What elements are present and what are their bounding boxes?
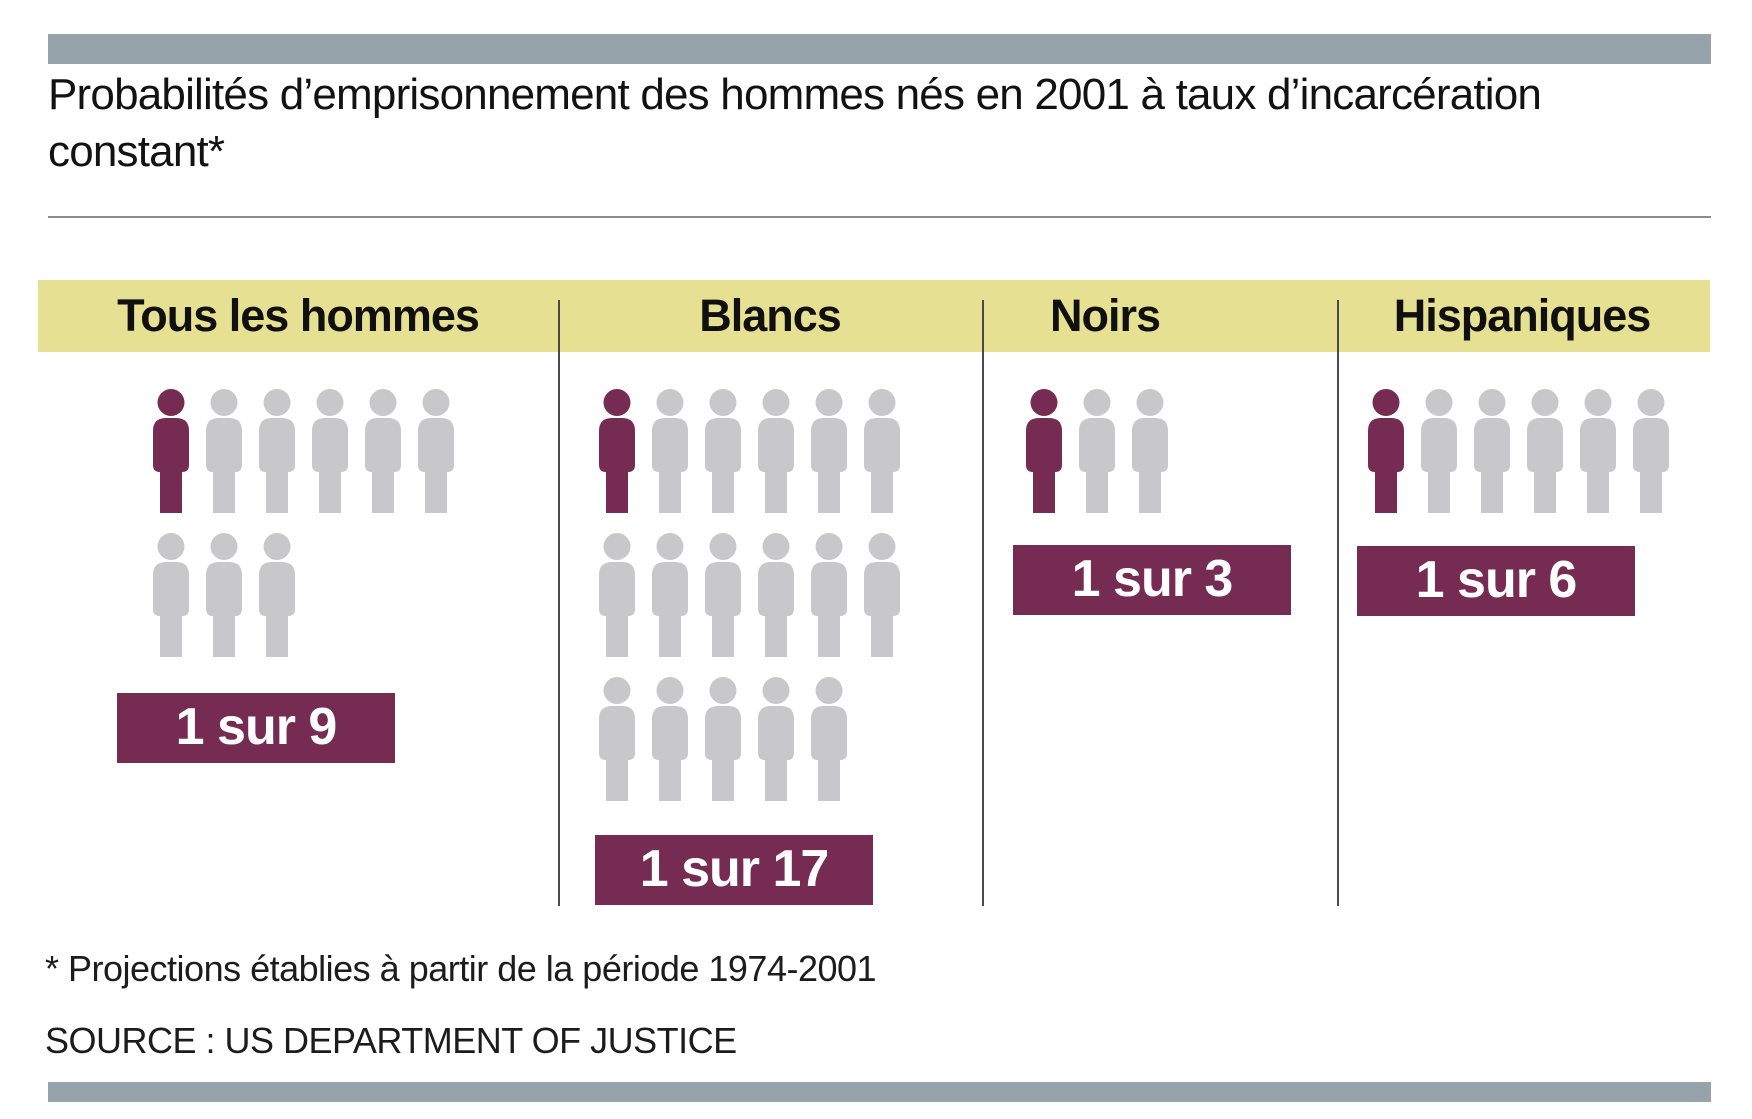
source-text: SOURCE : US DEPARTMENT OF JUSTICE bbox=[45, 1020, 737, 1061]
value-badge-hispaniques: 1 sur 6 bbox=[1357, 546, 1635, 616]
person-icon bbox=[311, 389, 349, 513]
column-header-tous-les-hommes: Tous les hommes bbox=[117, 290, 480, 341]
person-icon bbox=[704, 389, 742, 513]
person-icon bbox=[1526, 389, 1564, 513]
column-header-blancs: Blancs bbox=[699, 290, 842, 341]
person-icon bbox=[598, 677, 636, 801]
person-icon bbox=[1131, 389, 1169, 513]
person-icon bbox=[417, 389, 455, 513]
value-badge-noirs: 1 sur 3 bbox=[1013, 545, 1291, 615]
person-icon-highlighted bbox=[1367, 389, 1405, 513]
person-icon bbox=[1078, 389, 1116, 513]
person-icon bbox=[205, 389, 243, 513]
footnote-text: * Projections établies à partir de la pé… bbox=[45, 948, 877, 989]
person-icon bbox=[810, 677, 848, 801]
column-divider-line bbox=[558, 300, 560, 906]
person-icon bbox=[757, 389, 795, 513]
column-divider-line bbox=[1337, 300, 1339, 906]
person-icon bbox=[258, 389, 296, 513]
person-icon bbox=[651, 389, 689, 513]
column-divider-line bbox=[982, 300, 984, 906]
person-icon bbox=[1420, 389, 1458, 513]
person-icon bbox=[651, 677, 689, 801]
value-badge-blancs: 1 sur 17 bbox=[595, 835, 873, 905]
category-header-band bbox=[38, 280, 1710, 352]
person-icon bbox=[1579, 389, 1617, 513]
person-icon bbox=[863, 533, 901, 657]
person-icon bbox=[1632, 389, 1670, 513]
person-icon-highlighted bbox=[152, 389, 190, 513]
value-badge-tous-les-hommes: 1 sur 9 bbox=[117, 693, 395, 763]
person-icon bbox=[704, 677, 742, 801]
person-icon bbox=[205, 533, 243, 657]
person-icon bbox=[810, 389, 848, 513]
bottom-accent-bar bbox=[48, 1082, 1711, 1102]
person-icon bbox=[1473, 389, 1511, 513]
person-icon bbox=[863, 389, 901, 513]
person-icon bbox=[757, 677, 795, 801]
column-header-noirs: Noirs bbox=[1049, 290, 1161, 341]
person-icon bbox=[258, 533, 296, 657]
top-accent-bar bbox=[48, 34, 1711, 64]
person-icon bbox=[364, 389, 402, 513]
column-header-hispaniques: Hispaniques bbox=[1393, 290, 1652, 341]
chart-title: Probabilités d’emprisonnement des hommes… bbox=[48, 70, 1542, 176]
person-icon bbox=[651, 533, 689, 657]
person-icon bbox=[810, 533, 848, 657]
person-icon bbox=[152, 533, 190, 657]
person-icon bbox=[704, 533, 742, 657]
person-icon-highlighted bbox=[1025, 389, 1063, 513]
person-icon bbox=[757, 533, 795, 657]
person-icon bbox=[598, 533, 636, 657]
title-divider-line bbox=[48, 216, 1711, 218]
person-icon-highlighted bbox=[598, 389, 636, 513]
